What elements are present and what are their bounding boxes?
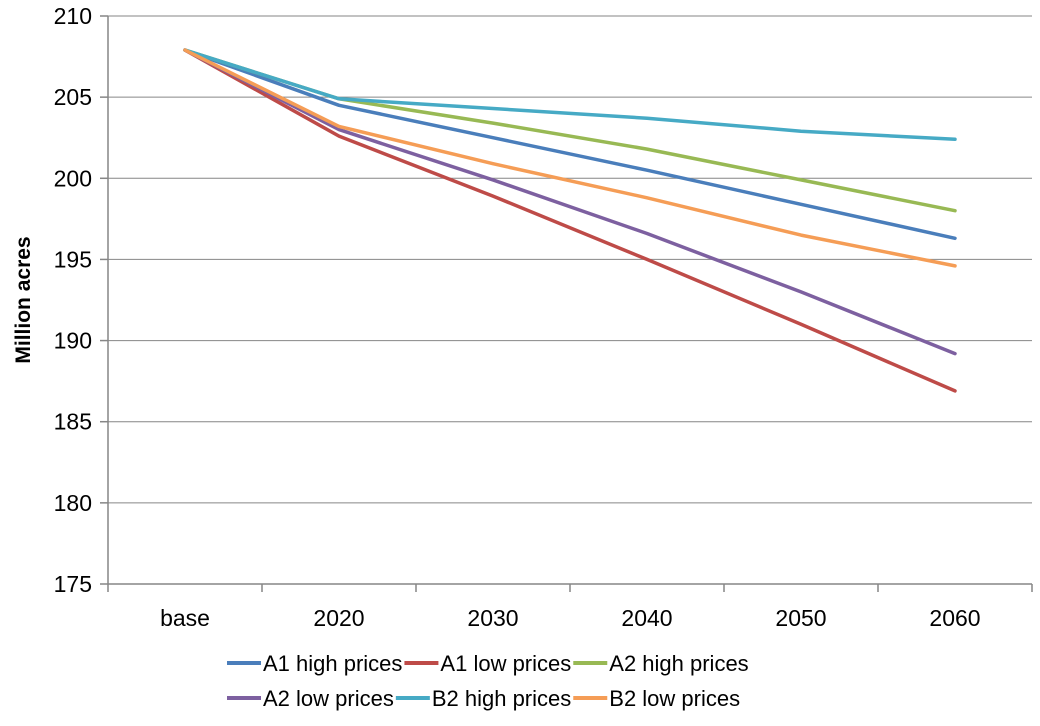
legend-entry: A1 low prices <box>404 651 571 676</box>
y-tick-label: 205 <box>54 84 92 110</box>
series-line-a2-low-prices <box>183 48 957 356</box>
legend-label: A1 high prices <box>263 651 402 676</box>
legend-label: A2 low prices <box>263 686 394 711</box>
legend-label: A2 high prices <box>609 651 748 676</box>
x-tick-labels: base 2020 2030 2040 2050 2060 <box>160 605 981 631</box>
legend-entry: A2 low prices <box>227 686 394 711</box>
axes <box>107 16 1032 585</box>
y-tick-label: 175 <box>54 571 92 597</box>
gridlines <box>100 15 1033 592</box>
y-tick-label: 190 <box>54 328 92 354</box>
y-tick-label: 180 <box>54 490 92 516</box>
y-tick-label: 210 <box>54 3 92 29</box>
y-tick-label: 195 <box>54 246 92 272</box>
legend-entry: A1 high prices <box>227 651 402 676</box>
y-tick-label: 200 <box>54 165 92 191</box>
legend: A1 high prices A1 low prices A2 high price… <box>227 651 749 711</box>
legend-label: A1 low prices <box>440 651 571 676</box>
x-tick-label: base <box>160 605 210 631</box>
x-tick-label: 2060 <box>929 605 980 631</box>
x-tick-label: 2020 <box>313 605 364 631</box>
legend-label: B2 low prices <box>609 686 740 711</box>
legend-entry: B2 low prices <box>573 686 740 711</box>
x-tick-label: 2050 <box>775 605 826 631</box>
legend-entry: B2 high prices <box>395 686 571 711</box>
series-line-b2-high-prices <box>183 48 957 142</box>
x-tick-label: 2030 <box>467 605 518 631</box>
series-line-a2-high-prices <box>183 48 957 213</box>
series-line-a1-low-prices <box>183 48 957 393</box>
y-tick-label: 185 <box>54 409 92 435</box>
x-tick-label: 2040 <box>621 605 672 631</box>
legend-entry: A2 high prices <box>573 651 749 676</box>
series-line-a1-high-prices <box>183 48 957 241</box>
series-line-b2-low-prices <box>183 48 957 268</box>
series-lines <box>183 48 957 393</box>
legend-label: B2 high prices <box>432 686 571 711</box>
y-tick-labels: 175 180 185 190 195 200 205 210 <box>54 3 92 597</box>
y-axis-label: Million acres <box>12 236 35 363</box>
